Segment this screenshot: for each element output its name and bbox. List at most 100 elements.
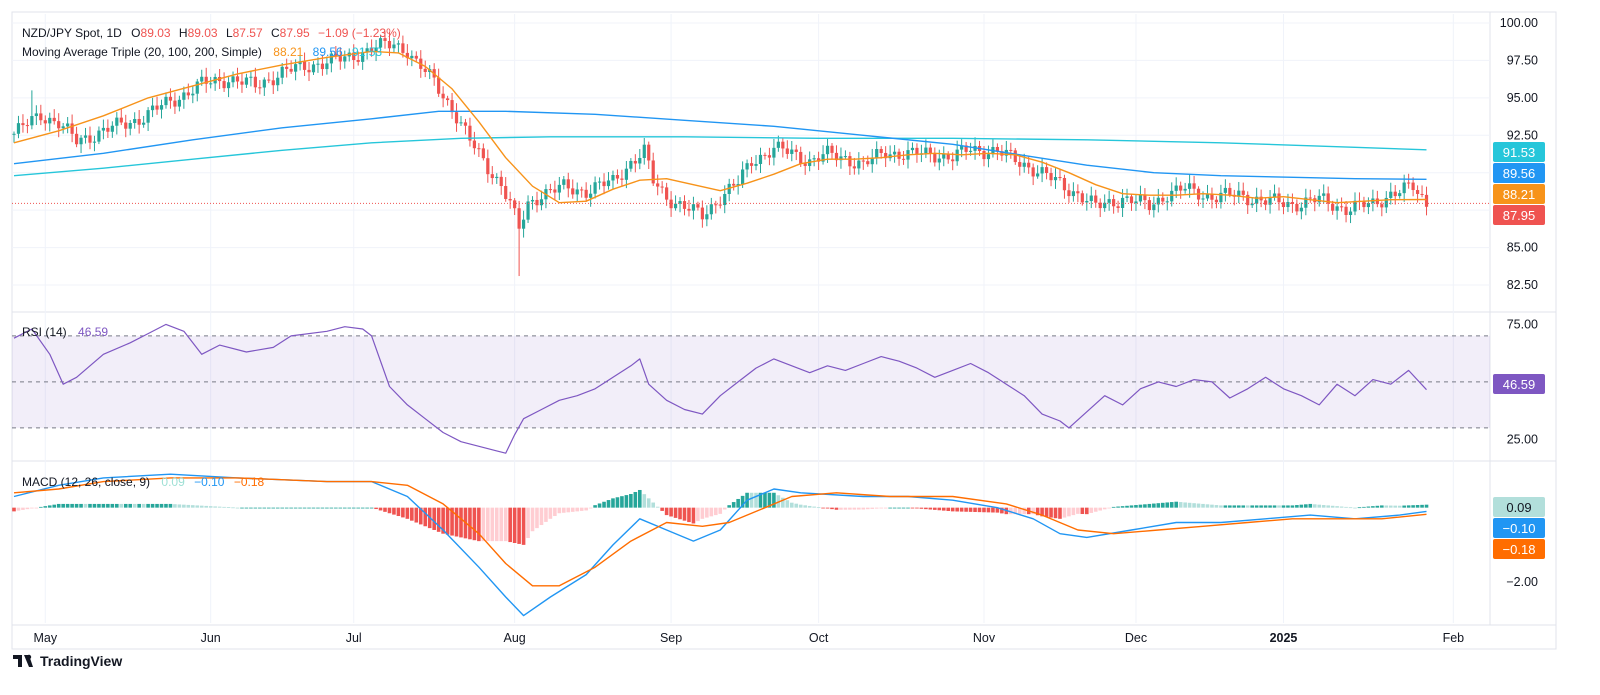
candle (361, 47, 365, 70)
macd-hist-bar (879, 507, 883, 509)
x-tick-label: Dec (1125, 631, 1147, 645)
macd-hist-bar (173, 504, 177, 508)
candle (1214, 196, 1219, 209)
candle (1272, 184, 1277, 201)
macd-hist-bar (88, 503, 92, 508)
candle-body (1071, 191, 1075, 197)
macd-hist-bar (678, 507, 682, 520)
candle-body (879, 149, 883, 153)
macd-hist-bar (92, 503, 97, 508)
macd-hist-bar (579, 507, 584, 511)
candle-body (1290, 202, 1295, 204)
x-tick-label: Feb (1443, 631, 1465, 645)
candle-body (964, 145, 968, 152)
macd-tick-label: −2.00 (1506, 575, 1538, 589)
candle (508, 191, 512, 209)
legend-macd[interactable]: MACD (12, 26, close, 9) 0.09 −0.10 −0.18 (22, 475, 265, 489)
macd-tag-signal: −0.18 (1493, 539, 1545, 559)
candle (1264, 197, 1268, 211)
candle-body (1183, 188, 1187, 191)
candle-body (414, 55, 418, 59)
macd-hist-bar (624, 495, 629, 508)
macd-label: MACD (12, 26, close, 9) (22, 475, 150, 489)
macd-hist-bar (1165, 502, 1170, 508)
rsi-line (13, 323, 1427, 454)
macd-hist-bar (186, 504, 191, 508)
candle (396, 40, 401, 54)
candle (1308, 189, 1312, 203)
candle-body (1281, 202, 1286, 208)
candle-body (1286, 202, 1290, 208)
macd-hist-bar (262, 507, 267, 509)
macd-hist-bar (950, 507, 955, 512)
candle (231, 71, 235, 88)
candle-body (589, 193, 593, 198)
candle-body (924, 147, 928, 154)
candle-body (1223, 187, 1227, 193)
macd-hist-bar (21, 507, 25, 510)
macd-hist-bar (316, 507, 320, 509)
macd-hist-bar (271, 507, 276, 509)
candle-body (486, 158, 490, 175)
macd-hist-bar (240, 507, 244, 509)
candle-body (566, 179, 570, 189)
candle (964, 141, 968, 160)
candle-body (235, 76, 240, 82)
candle-body (629, 160, 633, 169)
candle-body (1188, 183, 1192, 189)
candle-body (638, 157, 642, 164)
macd-hist-bar (123, 503, 128, 508)
macd-hist-bar (646, 498, 651, 508)
candle-body (718, 204, 722, 206)
candle (888, 145, 892, 162)
macd-hist-bar (137, 503, 141, 508)
candle-body (79, 137, 83, 145)
macd-hist-bar (1076, 507, 1080, 514)
macd-hist-bar (772, 492, 776, 508)
candle (1179, 181, 1183, 199)
candle-body (271, 80, 275, 86)
candle-body (1098, 202, 1102, 209)
macd-hist-bar (155, 503, 159, 508)
macd-hist-bar (1044, 507, 1049, 517)
candle-body (781, 141, 785, 149)
candle-body (602, 181, 606, 187)
tradingview-logo[interactable]: TradingView (13, 653, 122, 669)
candle (441, 86, 445, 108)
ma20-line (13, 50, 1427, 204)
candle-body (508, 198, 512, 201)
candle-body (405, 52, 409, 59)
legend-symbol[interactable]: NZD/JPY Spot, 1D O89.03 H89.03 L87.57 C8… (22, 26, 401, 40)
macd-hist-bar (383, 507, 387, 512)
candles[interactable] (12, 31, 1429, 277)
macd-hist-bar (736, 498, 740, 508)
candle (164, 92, 168, 109)
macd-hist-bar (982, 507, 986, 513)
candle (513, 198, 517, 216)
candle-body (745, 163, 749, 170)
candle (307, 61, 311, 82)
macd-hist-bar (56, 503, 61, 508)
candle (289, 60, 293, 74)
candle (392, 37, 396, 53)
candle-body (1268, 197, 1272, 205)
macd-hist-bar (307, 507, 311, 509)
candle-body (21, 123, 25, 126)
macd-hist-bar (655, 506, 660, 508)
macd-hist-bar (195, 505, 200, 508)
candle-body (758, 154, 763, 165)
candle (244, 73, 249, 88)
candle-body (517, 208, 521, 229)
candle-body (450, 100, 454, 113)
legend-ma[interactable]: Moving Average Triple (20, 100, 200, Sim… (22, 45, 382, 59)
candle (691, 196, 696, 220)
legend-rsi[interactable]: RSI (14) 46.59 (22, 325, 108, 339)
macd-hist-bar (1031, 507, 1035, 515)
candle (875, 141, 879, 165)
macd-hist-bar (494, 507, 499, 542)
candle-body (910, 147, 915, 151)
candle-body (928, 147, 932, 154)
macd-hist-bar (928, 507, 933, 510)
macd-hist-bar (530, 507, 535, 532)
